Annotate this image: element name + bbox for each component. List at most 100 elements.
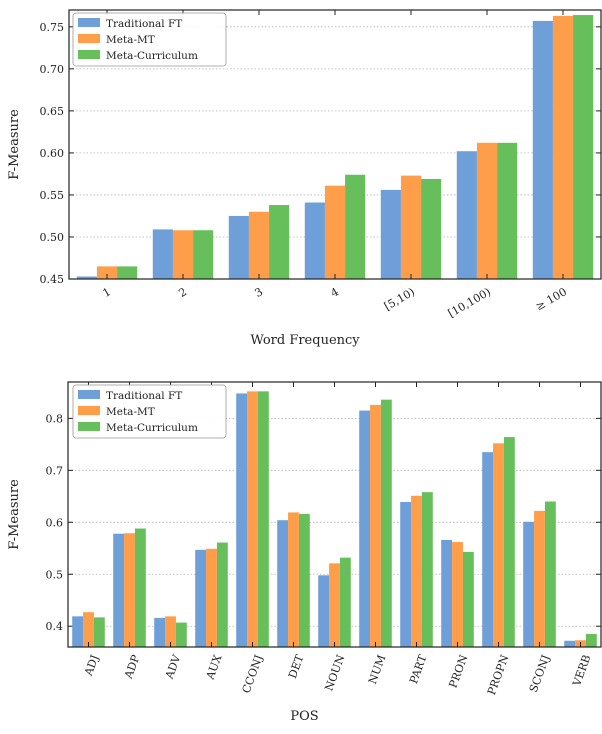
bar-meta-mt-2	[248, 211, 270, 279]
bar-traditional-ft-5	[456, 151, 477, 279]
legend: Traditional FT Meta-MT Meta-Curriculum	[72, 12, 227, 67]
bar-meta-curriculum-4	[421, 178, 442, 279]
bar-meta-mt-3	[206, 548, 217, 647]
x-tick-label: SCONJ	[527, 653, 553, 694]
legend: Traditional FT Meta-MT Meta-Curriculum	[72, 384, 227, 439]
bar-meta-curriculum-6	[573, 15, 594, 279]
bar-meta-curriculum-3	[216, 542, 228, 647]
bar-traditional-ft-4	[380, 189, 401, 279]
legend-label: Meta-Curriculum	[106, 422, 198, 434]
bar-meta-mt-11	[534, 510, 545, 647]
bar-meta-curriculum-0	[117, 266, 138, 279]
y-tick-label: 0.75	[40, 21, 65, 34]
bar-meta-mt-4	[247, 391, 258, 647]
bar-meta-curriculum-1	[193, 230, 214, 279]
bar-meta-curriculum-9	[462, 551, 474, 647]
legend-swatch	[78, 50, 100, 59]
bar-traditional-ft-1	[152, 229, 173, 279]
y-axis-title: F-Measure	[7, 109, 22, 180]
x-tick-label: ADV	[163, 652, 184, 681]
bar-meta-curriculum-6	[339, 557, 351, 647]
bar-traditional-ft-0	[76, 276, 97, 279]
bar-meta-mt-5	[288, 512, 299, 647]
bar-meta-mt-1	[124, 533, 135, 647]
bar-traditional-ft-9	[441, 539, 453, 647]
x-tick-label: 3	[252, 285, 265, 300]
y-axis-title: F-Measure	[7, 479, 22, 550]
bar-traditional-ft-6	[532, 20, 553, 279]
bar-meta-curriculum-11	[544, 501, 556, 647]
bar-meta-mt-0	[83, 612, 94, 647]
bar-meta-mt-6	[329, 563, 340, 647]
bar-traditional-ft-12	[564, 640, 576, 647]
plot-frame	[68, 9, 602, 280]
legend-swatch	[78, 406, 100, 415]
bar-meta-mt-9	[452, 542, 463, 647]
bar-traditional-ft-11	[523, 521, 535, 647]
bar-meta-curriculum-0	[93, 617, 105, 647]
bar-traditional-ft-4	[236, 393, 248, 647]
bar-meta-curriculum-8	[421, 492, 433, 647]
legend-box	[72, 384, 227, 439]
x-tick-label: PART	[407, 652, 430, 685]
y-tick-label: 0.65	[40, 105, 65, 118]
y-tick-label: 0.7	[46, 464, 64, 477]
x-tick-label: DET	[286, 652, 307, 680]
bar-meta-curriculum-7	[380, 399, 392, 647]
bar-meta-mt-6	[552, 15, 574, 280]
x-tick-label: PROPN	[485, 653, 512, 697]
bar-meta-curriculum-2	[175, 622, 187, 647]
word-frequency-chart: 0.45 0.50 0.55 0.60 0.65 0.70 0.75 1 2 3 4 [5,10) [1…	[7, 9, 602, 348]
bar-traditional-ft-5	[277, 520, 289, 647]
x-tick-label: CCONJ	[240, 653, 266, 695]
bar-meta-curriculum-5	[497, 142, 518, 279]
x-tick-label: ADJ	[82, 653, 102, 678]
bar-meta-mt-5	[476, 142, 498, 279]
bar-meta-curriculum-12	[585, 634, 597, 647]
legend-swatch	[78, 34, 100, 43]
bar-traditional-ft-8	[400, 502, 412, 647]
y-tick-label: 0.50	[40, 231, 65, 244]
y-tick-label: 0.45	[40, 273, 65, 286]
y-tick-label: 0.55	[40, 189, 65, 202]
bar-traditional-ft-3	[195, 549, 207, 647]
x-tick-label: [5,10)	[382, 285, 417, 313]
y-tick-label: 0.5	[46, 568, 64, 581]
legend-swatch	[78, 18, 100, 27]
bar-meta-curriculum-3	[345, 174, 366, 279]
legend-label: Meta-MT	[106, 406, 155, 418]
bar-meta-mt-0	[96, 266, 118, 279]
legend-swatch	[78, 422, 100, 431]
bar-traditional-ft-0	[72, 616, 84, 647]
x-tick-label: ADP	[122, 653, 143, 682]
x-tick-label: 4	[328, 285, 341, 300]
legend-box	[72, 12, 227, 67]
y-tick-label: 0.8	[46, 412, 64, 425]
y-tick-label: 0.4	[46, 620, 64, 633]
bar-traditional-ft-6	[318, 575, 330, 647]
x-tick-label: 2	[176, 285, 189, 300]
x-tick-label: ≥ 100	[533, 285, 569, 313]
legend-swatch	[78, 390, 100, 399]
bar-meta-mt-10	[493, 443, 504, 647]
bar-meta-mt-7	[370, 404, 381, 647]
y-tick-label: 0.60	[40, 147, 65, 160]
bar-meta-mt-8	[411, 495, 422, 647]
x-tick-label: [10,100)	[446, 285, 493, 320]
bar-traditional-ft-10	[482, 452, 494, 647]
x-axis-title: POS	[290, 709, 318, 724]
y-tick-label: 0.6	[46, 516, 64, 529]
plot-frame	[67, 381, 602, 648]
pos-chart: 0.4 0.5 0.6 0.7 0.8 ADJ ADP ADV AUX CCONJ DET NOUN N…	[7, 381, 602, 724]
x-tick-label: PRON	[447, 653, 471, 690]
bar-traditional-ft-3	[304, 202, 325, 279]
bar-meta-curriculum-2	[269, 205, 290, 279]
bar-traditional-ft-2	[228, 215, 249, 279]
bar-meta-curriculum-1	[134, 528, 146, 647]
x-axis-title: Word Frequency	[250, 333, 360, 348]
legend-label: Meta-Curriculum	[106, 50, 198, 62]
x-tick-label: NOUN	[322, 653, 347, 693]
bar-meta-mt-3	[324, 185, 346, 279]
y-tick-label: 0.70	[40, 63, 65, 76]
x-tick-label: NUM	[366, 653, 389, 686]
